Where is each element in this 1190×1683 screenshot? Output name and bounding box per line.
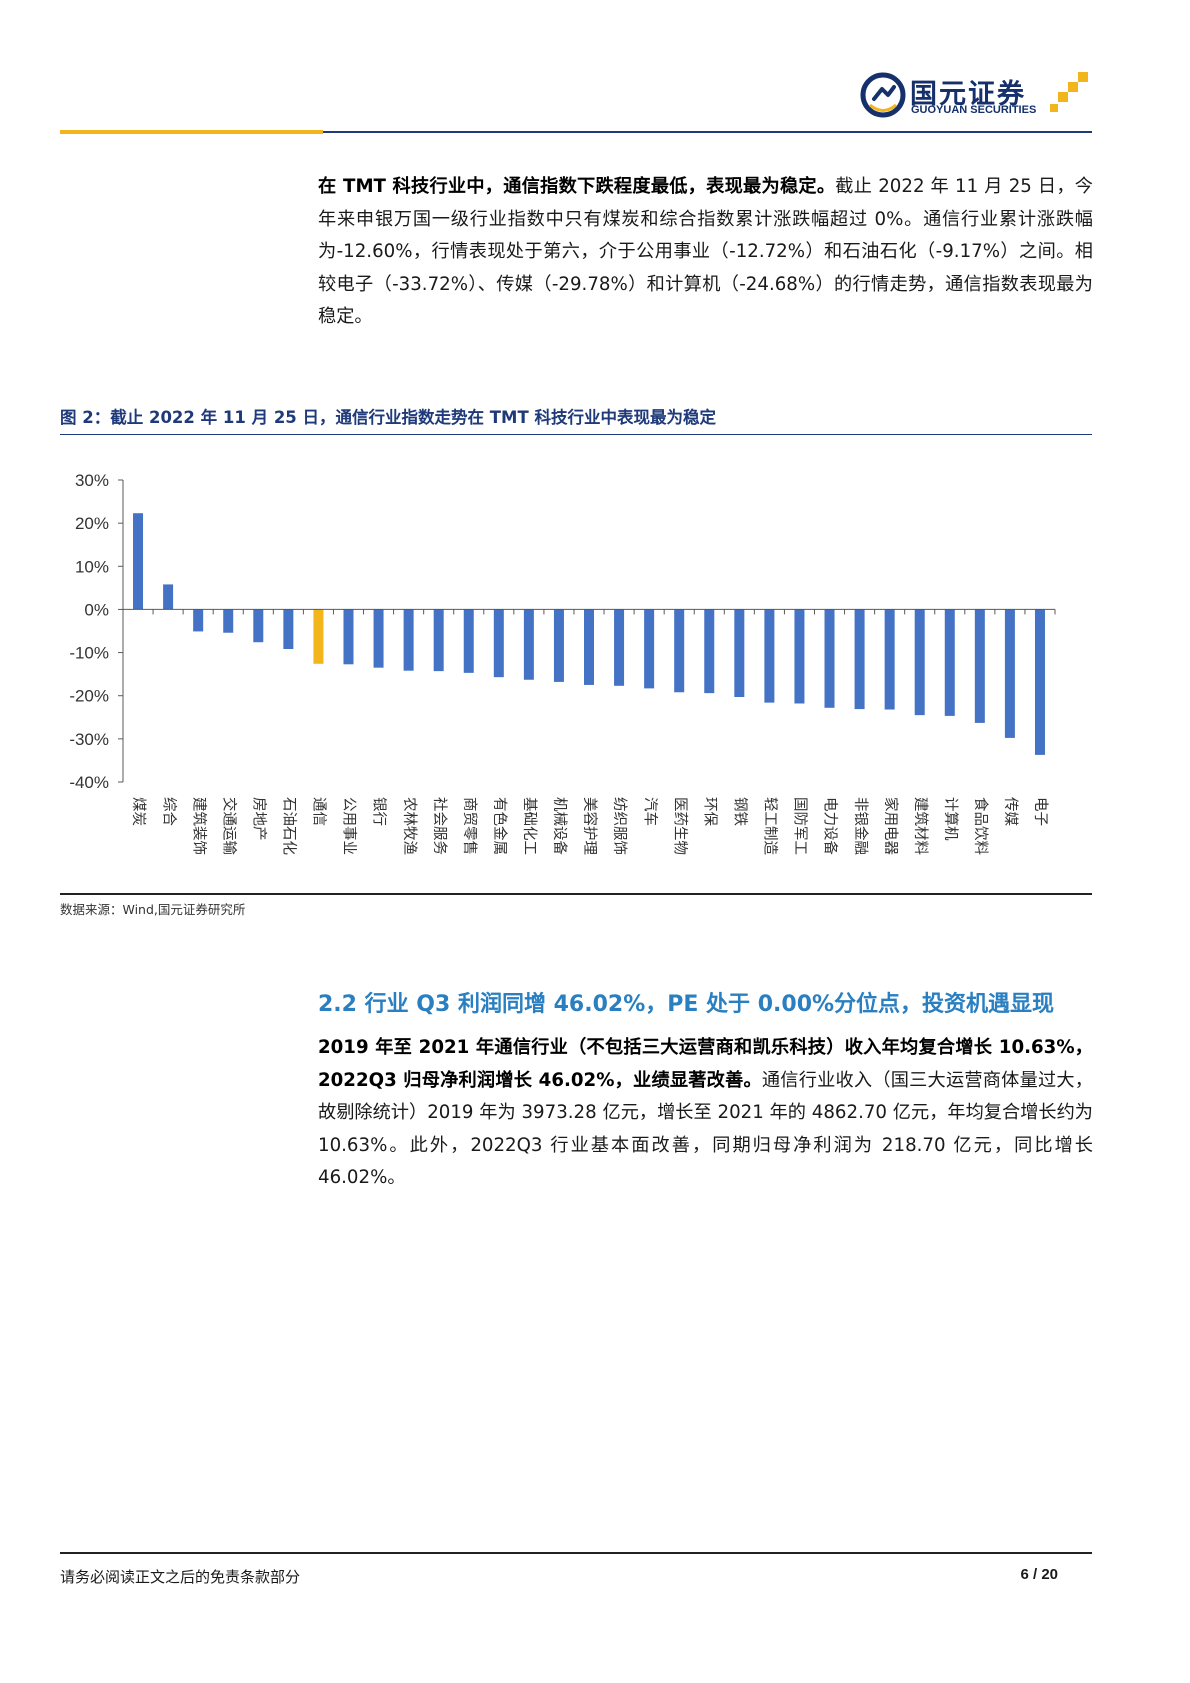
page-number: 6 / 20 (1020, 1566, 1058, 1583)
category-label: 纺织服饰 (611, 797, 628, 855)
category-label: 非银金融 (852, 797, 869, 855)
bar-2 (163, 584, 174, 610)
category-label: 农林牧渔 (401, 797, 418, 855)
category-label: 建筑装饰 (190, 797, 207, 855)
intro-paragraph-body: 截止 2022 年 11 月 25 日，今年来申银万国一级行业指数中只有煤炭和综… (318, 176, 1093, 327)
bar-18 (644, 609, 655, 689)
category-label: 轻工制造 (762, 797, 779, 855)
category-label: 社会服务 (431, 797, 448, 855)
bar-24 (824, 609, 835, 708)
figure-source: 数据来源：Wind,国元证券研究所 (60, 902, 246, 917)
company-logo: 国元证券 GUOYUAN SECURITIES (860, 72, 1092, 122)
category-label: 国防军工 (792, 797, 809, 855)
brand-name-en: GUOYUAN SECURITIES (911, 104, 1037, 116)
logo-mark-icon (860, 72, 906, 118)
footer-rule (60, 1552, 1092, 1554)
bar-12 (463, 609, 474, 673)
bar-21 (734, 609, 745, 698)
bar-13 (493, 609, 504, 678)
y-tick-label: 20% (75, 514, 109, 533)
y-tick-label: -40% (69, 773, 109, 792)
category-label: 银行 (371, 797, 388, 826)
category-label: 煤炭 (130, 797, 147, 826)
category-label: 医药生物 (671, 797, 688, 855)
bar-30 (1004, 609, 1015, 738)
y-tick-label: -10% (69, 644, 109, 663)
category-label: 传媒 (1002, 797, 1019, 826)
section-paragraph-body: 通信行业收入（国三大运营商体量过大，故剔除统计）2019 年为 3973.28 … (318, 1069, 1093, 1189)
bar-1 (133, 513, 144, 610)
y-tick-label: 0% (84, 600, 109, 619)
category-label: 计算机 (942, 797, 959, 841)
category-label: 基础化工 (521, 797, 538, 855)
bar-31 (1034, 609, 1045, 755)
bar-3 (193, 609, 204, 632)
bar-5 (253, 609, 264, 643)
category-label: 建筑材料 (912, 797, 929, 855)
y-tick-label: 30% (75, 471, 109, 490)
bar-6 (283, 609, 294, 649)
category-label: 有色金属 (491, 797, 508, 855)
y-tick-label: -20% (69, 687, 109, 706)
category-label: 公用事业 (341, 797, 358, 855)
bar-19 (674, 609, 685, 693)
bar-11 (433, 609, 444, 672)
header-rule-accent (60, 130, 323, 134)
bar-23 (794, 609, 805, 704)
category-label: 食品饮料 (972, 797, 989, 855)
intro-paragraph: 在 TMT 科技行业中，通信指数下跌程度最低，表现最为稳定。截止 2022 年 … (318, 171, 1093, 334)
category-label: 美容护理 (581, 797, 598, 855)
y-tick-label: 10% (75, 557, 109, 576)
bar-9 (373, 609, 384, 668)
logo-decoration-icon (1050, 72, 1088, 112)
figure-rule-top (60, 434, 1092, 435)
category-label: 电力设备 (822, 797, 839, 855)
bar-10 (403, 609, 414, 671)
bar-29 (974, 609, 985, 723)
bar-8 (343, 609, 354, 665)
category-label: 商贸零售 (461, 797, 478, 855)
category-label: 石油石化 (281, 797, 298, 855)
category-label: 环保 (701, 797, 718, 826)
header-rule (323, 131, 1092, 133)
category-label: 电子 (1032, 797, 1049, 826)
category-label: 通信 (311, 797, 328, 826)
category-label: 钢铁 (731, 797, 748, 826)
category-label: 机械设备 (551, 797, 568, 855)
section-paragraph-lead: 2019 年至 2021 年通信行业（不包括三大运营商和凯乐科技）收入年均复合增… (318, 1037, 1093, 1091)
y-tick-label: -30% (69, 730, 109, 749)
bar-15 (553, 609, 564, 682)
bar-20 (704, 609, 715, 694)
bar-22 (764, 609, 775, 703)
category-label: 交通运输 (220, 797, 238, 855)
bar-25 (854, 609, 865, 710)
category-label: 汽车 (641, 797, 658, 826)
figure-rule-bottom (60, 893, 1092, 895)
bar-17 (614, 609, 625, 686)
disclaimer-note: 请务必阅读正文之后的免责条款部分 (60, 1568, 301, 1586)
section-heading: 2.2 行业 Q3 利润同增 46.02%，PE 处于 0.00%分位点，投资机… (318, 992, 1055, 1017)
bar-28 (944, 609, 955, 716)
bar-27 (914, 609, 925, 716)
category-label: 家用电器 (882, 797, 899, 855)
figure-caption: 图 2：截止 2022 年 11 月 25 日，通信行业指数走势在 TMT 科技… (60, 408, 716, 427)
category-label: 房地产 (250, 797, 267, 841)
bar-16 (584, 609, 594, 685)
brand-name-cn: 国元证券 (910, 79, 1026, 110)
bar-7 (313, 609, 324, 664)
bar-26 (884, 609, 895, 710)
bar-4 (223, 609, 234, 633)
section-paragraph: 2019 年至 2021 年通信行业（不包括三大运营商和凯乐科技）收入年均复合增… (318, 1032, 1093, 1195)
category-label: 综合 (160, 797, 177, 826)
intro-paragraph-lead: 在 TMT 科技行业中，通信指数下跌程度最低，表现最为稳定。 (318, 176, 836, 197)
bar-14 (523, 609, 534, 680)
